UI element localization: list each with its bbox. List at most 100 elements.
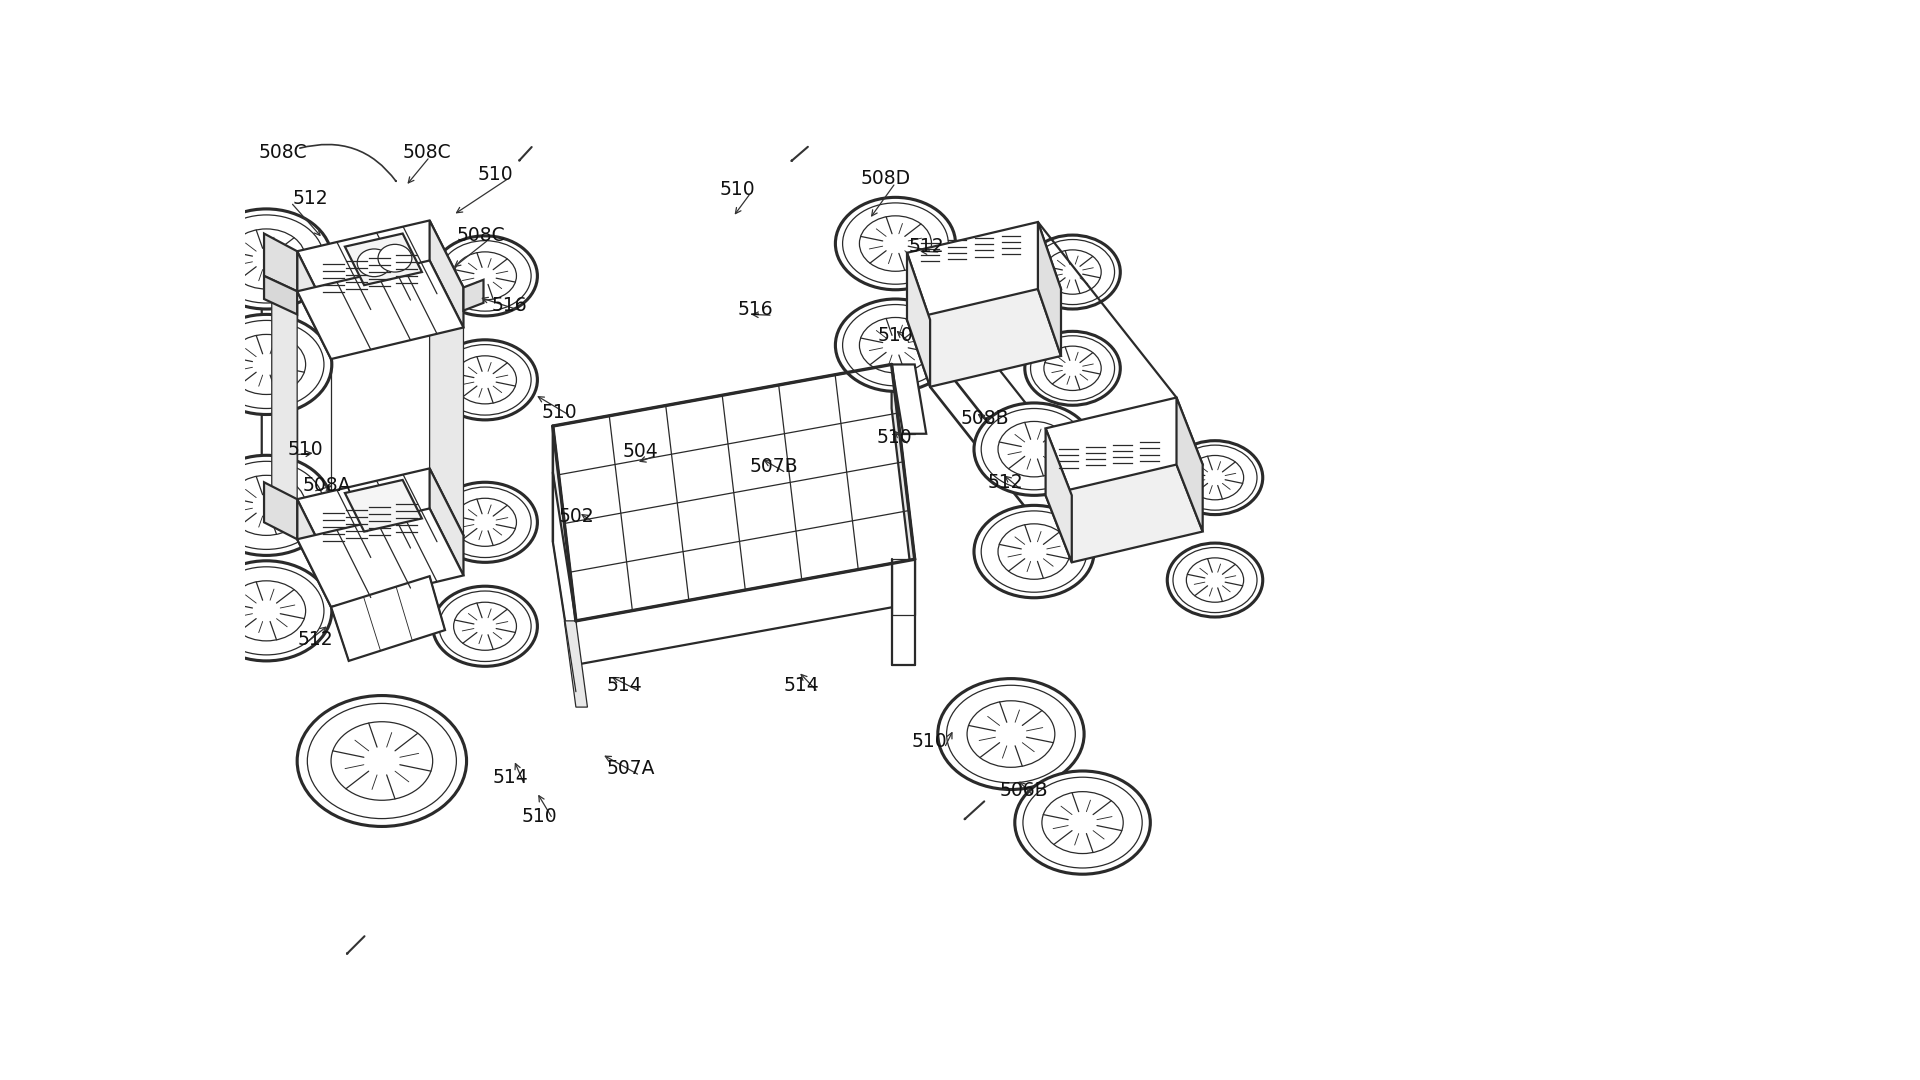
Polygon shape [430,260,463,536]
Ellipse shape [843,203,948,284]
Ellipse shape [1173,548,1258,612]
Ellipse shape [1021,541,1046,562]
Text: 510: 510 [912,732,947,752]
Text: 508C: 508C [403,144,451,162]
Ellipse shape [453,252,516,300]
Ellipse shape [227,475,305,536]
Ellipse shape [252,353,280,376]
Ellipse shape [363,746,401,775]
Ellipse shape [937,678,1085,789]
Ellipse shape [227,229,305,289]
Polygon shape [298,220,463,319]
FancyArrowPatch shape [791,147,808,161]
FancyArrowPatch shape [300,145,396,181]
Ellipse shape [1031,240,1116,305]
Ellipse shape [209,215,324,303]
Polygon shape [1039,222,1062,356]
Polygon shape [430,469,463,576]
Polygon shape [265,483,298,539]
FancyArrowPatch shape [964,801,985,819]
Ellipse shape [1187,558,1244,603]
Ellipse shape [998,524,1069,579]
Ellipse shape [453,603,516,650]
Ellipse shape [357,249,392,276]
Ellipse shape [1187,456,1244,500]
Ellipse shape [474,513,497,531]
Ellipse shape [330,721,432,800]
Text: 512: 512 [298,630,332,649]
Ellipse shape [1025,235,1119,309]
Ellipse shape [474,618,497,635]
Ellipse shape [981,511,1087,592]
Ellipse shape [973,403,1094,496]
Ellipse shape [432,483,538,563]
Ellipse shape [1021,438,1046,459]
Polygon shape [564,621,588,707]
Text: 508D: 508D [860,170,910,188]
Text: 510: 510 [720,180,755,199]
Ellipse shape [440,241,532,311]
Ellipse shape [860,216,931,271]
Polygon shape [906,253,929,387]
Text: 507A: 507A [607,759,655,779]
Ellipse shape [1044,346,1102,391]
Text: 510: 510 [478,165,513,184]
Ellipse shape [995,721,1027,746]
Polygon shape [891,364,925,434]
Ellipse shape [432,235,538,316]
Ellipse shape [1062,360,1083,377]
Ellipse shape [1023,778,1142,868]
Ellipse shape [981,408,1087,490]
Text: 508B: 508B [960,409,1010,428]
FancyArrowPatch shape [348,936,365,954]
Ellipse shape [202,456,332,555]
Ellipse shape [202,314,332,415]
Ellipse shape [860,318,931,373]
Text: 502: 502 [559,507,593,526]
Text: 514: 514 [783,676,820,696]
Polygon shape [463,280,484,311]
Polygon shape [906,289,1062,387]
Ellipse shape [227,581,305,640]
Ellipse shape [440,487,532,557]
Polygon shape [298,260,463,359]
Ellipse shape [973,505,1094,597]
Ellipse shape [432,340,538,420]
Ellipse shape [1068,811,1098,834]
Ellipse shape [209,567,324,654]
Text: 507B: 507B [751,457,799,476]
Ellipse shape [1031,336,1116,401]
Ellipse shape [881,233,908,254]
Ellipse shape [252,495,280,516]
Polygon shape [906,222,1062,320]
Ellipse shape [474,267,497,285]
Polygon shape [1046,397,1202,496]
Polygon shape [298,469,463,567]
Ellipse shape [252,248,280,270]
Text: 516: 516 [737,300,774,320]
Polygon shape [298,499,330,607]
Polygon shape [261,292,298,511]
Polygon shape [1177,397,1202,531]
Ellipse shape [474,372,497,389]
Polygon shape [346,480,422,531]
Ellipse shape [307,703,457,819]
Ellipse shape [1173,445,1258,510]
Text: 510: 510 [541,404,576,422]
Ellipse shape [835,299,956,391]
Polygon shape [1046,464,1202,563]
Ellipse shape [1204,572,1225,589]
Text: 516: 516 [492,296,526,314]
Text: 504: 504 [622,442,659,461]
Ellipse shape [252,599,280,622]
Text: 506B: 506B [1000,781,1048,800]
Polygon shape [273,292,298,511]
Text: 510: 510 [288,440,324,459]
Text: 508C: 508C [259,144,307,162]
Polygon shape [265,275,298,314]
Ellipse shape [440,345,532,415]
Ellipse shape [998,421,1069,477]
Polygon shape [553,364,914,621]
Ellipse shape [1016,771,1150,874]
Text: 512: 512 [908,238,945,256]
